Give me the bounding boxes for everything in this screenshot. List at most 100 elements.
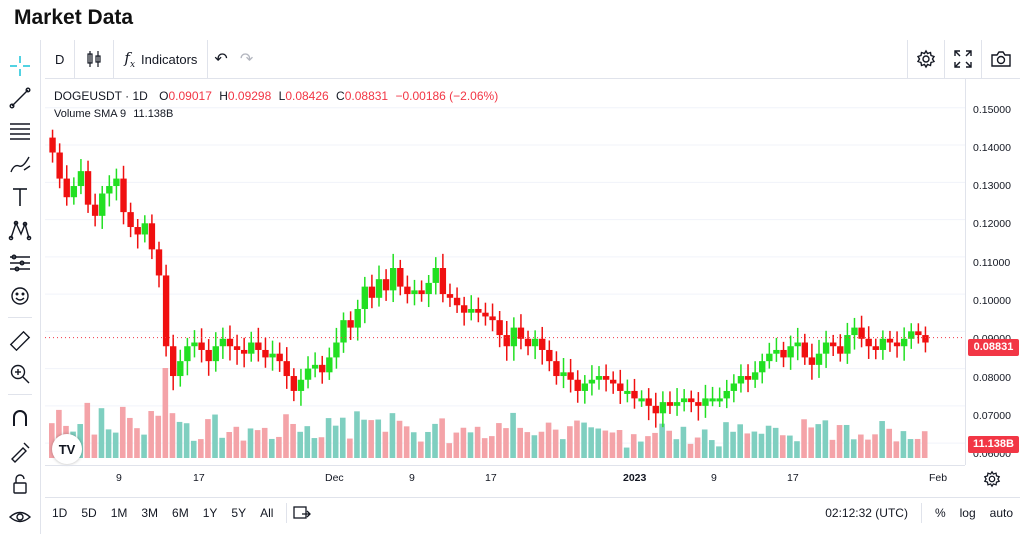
pattern-icon[interactable]: [8, 218, 32, 242]
volume-bar: [559, 439, 566, 458]
range-all[interactable]: All: [260, 506, 274, 520]
time-axis[interactable]: 9 17 Dec 9 17 2023 9 17 Feb: [45, 465, 965, 492]
smiley-icon[interactable]: [8, 284, 32, 308]
trend-line-icon[interactable]: [8, 86, 32, 110]
interval-button[interactable]: D: [45, 40, 76, 78]
candle-body: [673, 402, 681, 406]
candle-body: [127, 212, 134, 228]
volume-bar: [630, 434, 637, 458]
volume-bar: [425, 431, 431, 458]
symbol-label[interactable]: DOGEUSDT · 1D: [54, 89, 148, 103]
lock-drawing-icon[interactable]: [8, 439, 32, 463]
candle-body: [893, 342, 901, 347]
candle-body: [460, 305, 468, 313]
symbol-legend: DOGEUSDT · 1D O0.09017 H0.09298 L0.08426…: [54, 89, 498, 103]
magnet-icon[interactable]: [8, 406, 32, 430]
candle-body: [553, 361, 560, 377]
goto-date-icon[interactable]: [293, 505, 312, 521]
fullscreen-button[interactable]: [944, 40, 981, 78]
fib-retracement-icon[interactable]: [8, 119, 32, 143]
volume-bar: [325, 418, 332, 458]
candle-body: [709, 398, 716, 402]
candle-body: [148, 223, 156, 250]
time-tick: 9: [116, 472, 122, 484]
log-toggle[interactable]: log: [959, 506, 976, 520]
candle-body: [482, 312, 489, 317]
candle-body: [233, 346, 241, 350]
indicators-button[interactable]: fx Indicators: [114, 40, 209, 78]
range-1m[interactable]: 1M: [110, 506, 128, 520]
candle-body: [468, 308, 475, 313]
candle-body: [900, 338, 908, 347]
drawing-toolbar: [0, 40, 41, 534]
volume-label[interactable]: Volume SMA 9: [54, 108, 127, 120]
chart-type-button[interactable]: [75, 40, 115, 78]
volume-bar: [269, 438, 275, 458]
candlestick-chart: [45, 107, 965, 458]
volume-bar: [219, 437, 225, 458]
candle-body: [581, 383, 588, 391]
candle-body: [858, 327, 865, 339]
candle-body: [659, 402, 667, 414]
brush-icon[interactable]: [8, 152, 32, 176]
time-tick: Dec: [325, 472, 344, 484]
volume-bar: [169, 413, 176, 458]
settings-button[interactable]: [907, 40, 944, 78]
range-1d[interactable]: 1D: [52, 506, 68, 520]
price-scale[interactable]: 0.15000 0.14000 0.13000 0.12000 0.11000 …: [965, 78, 1021, 465]
candle-body: [688, 398, 695, 403]
change-value: −0.00186 (−2.06%): [395, 89, 499, 103]
volume-bar: [538, 431, 545, 458]
tradingview-logo[interactable]: TV: [52, 434, 82, 464]
range-5d[interactable]: 5D: [81, 506, 97, 520]
candle-body: [815, 353, 823, 365]
volume-bar: [616, 430, 623, 458]
volume-bar: [297, 431, 303, 458]
range-1y[interactable]: 1Y: [202, 506, 218, 520]
undo-button[interactable]: ↶: [208, 40, 233, 78]
volume-bar: [418, 441, 424, 458]
volume-bar: [666, 430, 673, 458]
range-5y[interactable]: 5Y: [231, 506, 247, 520]
range-3m[interactable]: 3M: [141, 506, 159, 520]
eye-icon[interactable]: [8, 505, 32, 529]
volume-bar: [687, 443, 694, 458]
candle-body: [375, 279, 383, 298]
volume-bar: [49, 423, 55, 458]
price-tick: 0.11000: [973, 257, 1011, 269]
high-label: H: [219, 89, 228, 103]
candle-body: [255, 342, 262, 350]
undo-icon: ↶: [214, 51, 228, 68]
volume-bar: [723, 422, 729, 458]
text-tool-icon[interactable]: [8, 185, 32, 209]
volume-bar: [112, 432, 119, 458]
volume-bar: [375, 419, 382, 458]
candle-body: [304, 368, 312, 380]
candle-body: [524, 338, 532, 347]
prediction-icon[interactable]: [8, 251, 32, 275]
volume-bar: [389, 413, 396, 458]
lock-icon[interactable]: [8, 472, 32, 496]
auto-toggle[interactable]: auto: [989, 506, 1013, 520]
volume-bar: [205, 419, 211, 458]
volume-bar: [843, 424, 850, 458]
candle-body: [539, 338, 546, 350]
candle-body: [269, 353, 276, 358]
price-tick: 0.07000: [973, 410, 1011, 422]
crosshair-icon[interactable]: [8, 54, 32, 78]
percent-toggle[interactable]: %: [934, 506, 946, 520]
snapshot-button[interactable]: [981, 40, 1020, 78]
redo-button[interactable]: ↷: [234, 40, 259, 78]
volume-bar: [84, 402, 91, 458]
zoom-in-icon[interactable]: [8, 362, 32, 386]
volume-bar: [489, 436, 495, 458]
axis-settings-icon[interactable]: [983, 470, 1001, 488]
volume-bar: [247, 428, 254, 458]
ruler-icon[interactable]: [8, 329, 32, 353]
range-6m[interactable]: 6M: [172, 506, 189, 520]
time-tick: 9: [409, 472, 415, 484]
chart-pane[interactable]: DOGEUSDT · 1D O0.09017 H0.09298 L0.08426…: [45, 78, 965, 465]
high-value: 0.09298: [227, 89, 272, 103]
volume-bar: [545, 422, 552, 458]
utc-clock[interactable]: 02:12:32 (UTC): [825, 506, 908, 520]
